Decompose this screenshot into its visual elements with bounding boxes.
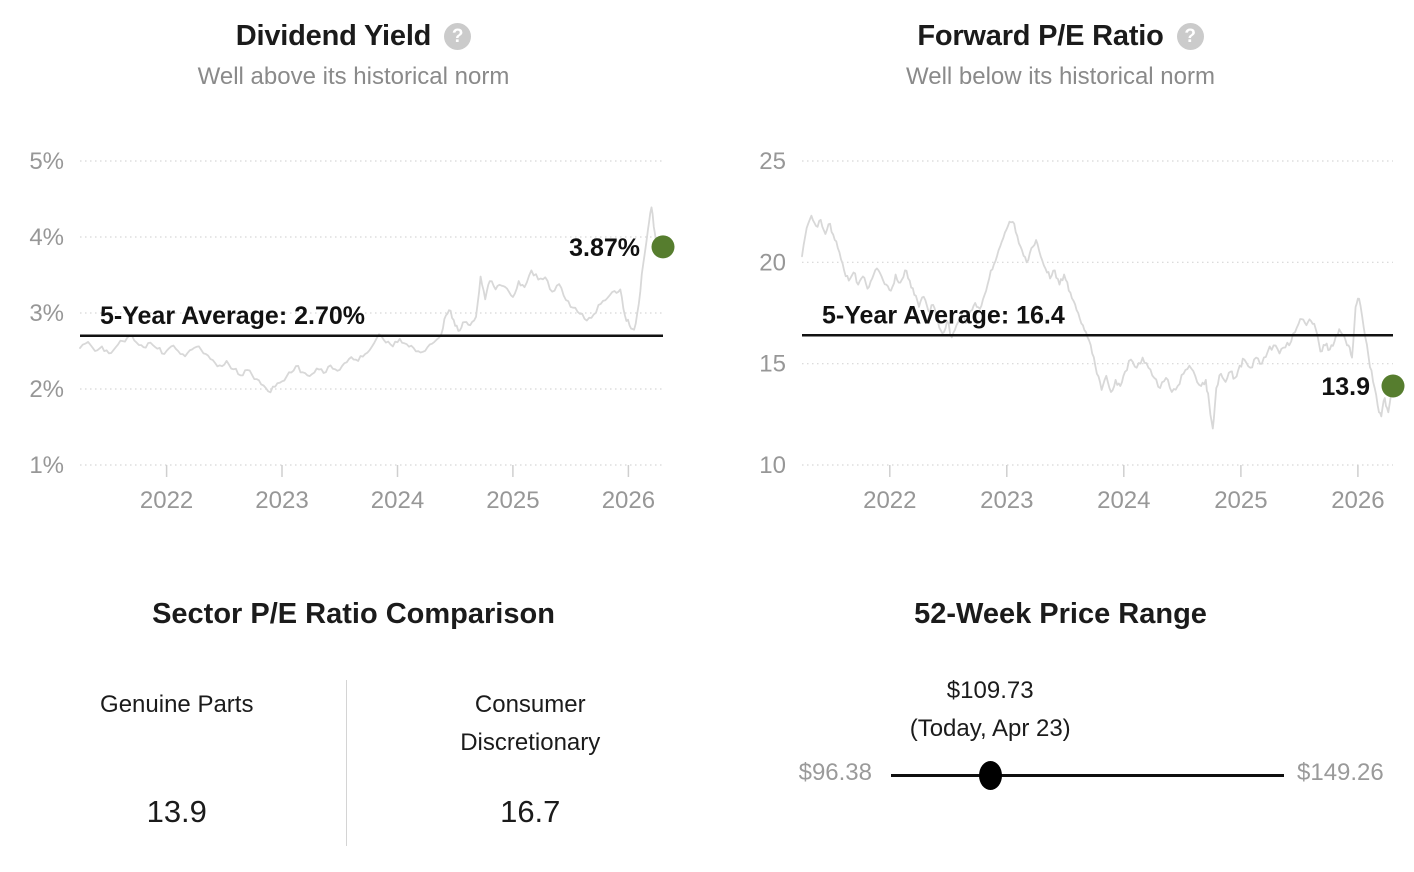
- x-axis-label: 2023: [980, 487, 1033, 514]
- dividend-yield-title: Dividend Yield: [235, 19, 432, 52]
- current-price-date: (Today, Apr 23): [909, 715, 1071, 742]
- forward-pe-subtitle: Well below its historical norm: [906, 63, 1215, 90]
- x-axis-label: 2025: [486, 487, 539, 514]
- company-pe-value: 13.9: [146, 794, 207, 829]
- y-axis-label: 15: [759, 351, 786, 378]
- range-low-label: $96.38: [798, 759, 872, 786]
- sector-label: Consumer Discretionary: [460, 691, 601, 756]
- x-axis-label: 2024: [1097, 487, 1150, 514]
- y-axis-label: 25: [759, 148, 786, 175]
- forward-pe-chart[interactable]: 25 20 15 10 2022 2023 2024 2025 2026 5-Year Avera…: [707, 118, 1414, 538]
- series-line: [79, 206, 664, 394]
- y-axis-label: 4%: [29, 224, 64, 251]
- current-value-label: 3.87%: [569, 234, 640, 262]
- current-price-value: $109.73: [946, 677, 1034, 704]
- average-label: 5-Year Average: 16.4: [822, 301, 1065, 329]
- y-axis-label: 10: [759, 452, 786, 479]
- current-price-callout: $109.73 (Today, Apr 23): [910, 672, 1071, 748]
- sector-column-consumer-discretionary: Consumer Discretionary 16.7: [354, 686, 708, 854]
- price-range-track[interactable]: [891, 774, 1284, 777]
- sector-pe-value: 16.7: [500, 794, 561, 829]
- forward-pe-title: Forward P/E Ratio: [917, 19, 1164, 52]
- current-value-dot: [651, 235, 675, 259]
- range-high-label: $149.26: [1297, 759, 1384, 786]
- y-axis-label: 20: [759, 249, 786, 276]
- x-axis-label: 2026: [602, 487, 655, 514]
- help-icon[interactable]: ?: [444, 22, 472, 50]
- sector-column-genuine-parts: Genuine Parts 13.9: [0, 686, 354, 854]
- dividend-yield-chart[interactable]: 5% 4% 3% 2% 1% 2022 2023 2024 2025 2026 5-Year Ave…: [0, 118, 707, 538]
- dividend-yield-header: Dividend Yield ?: [0, 0, 707, 54]
- x-axis-label: 2024: [371, 487, 424, 514]
- dividend-yield-panel: Dividend Yield ? Well above its historic…: [0, 0, 707, 560]
- y-axis-label: 3%: [29, 300, 64, 327]
- x-axis-label: 2025: [1214, 487, 1267, 514]
- x-axis-label: 2022: [863, 487, 916, 514]
- x-axis-label: 2023: [255, 487, 308, 514]
- sector-comparison-columns: Genuine Parts 13.9 Consumer Discretionar…: [0, 686, 707, 854]
- price-range-title: 52-Week Price Range: [914, 598, 1207, 630]
- x-axis-label: 2022: [140, 487, 193, 514]
- current-value-label: 13.9: [1321, 373, 1370, 401]
- sector-comparison-title: Sector P/E Ratio Comparison: [152, 598, 555, 630]
- x-axis-label: 2026: [1331, 487, 1384, 514]
- help-icon[interactable]: ?: [1176, 22, 1204, 50]
- series-line: [801, 214, 1394, 430]
- forward-pe-panel: Forward P/E Ratio ? Well below its histo…: [707, 0, 1414, 560]
- dividend-yield-subtitle: Well above its historical norm: [197, 63, 510, 90]
- y-axis-label: 1%: [29, 452, 64, 479]
- column-divider: [346, 680, 347, 846]
- y-axis-label: 2%: [29, 376, 64, 403]
- price-range-panel: 52-Week Price Range $109.73 (Today, Apr …: [707, 560, 1414, 872]
- average-label: 5-Year Average: 2.70%: [100, 302, 365, 330]
- company-label: Genuine Parts: [100, 691, 254, 718]
- forward-pe-header: Forward P/E Ratio ?: [707, 0, 1414, 54]
- y-axis-label: 5%: [29, 148, 64, 175]
- sector-pe-comparison-panel: Sector P/E Ratio Comparison Genuine Part…: [0, 560, 707, 872]
- current-value-dot: [1381, 374, 1405, 398]
- price-range-thumb[interactable]: [978, 761, 1002, 790]
